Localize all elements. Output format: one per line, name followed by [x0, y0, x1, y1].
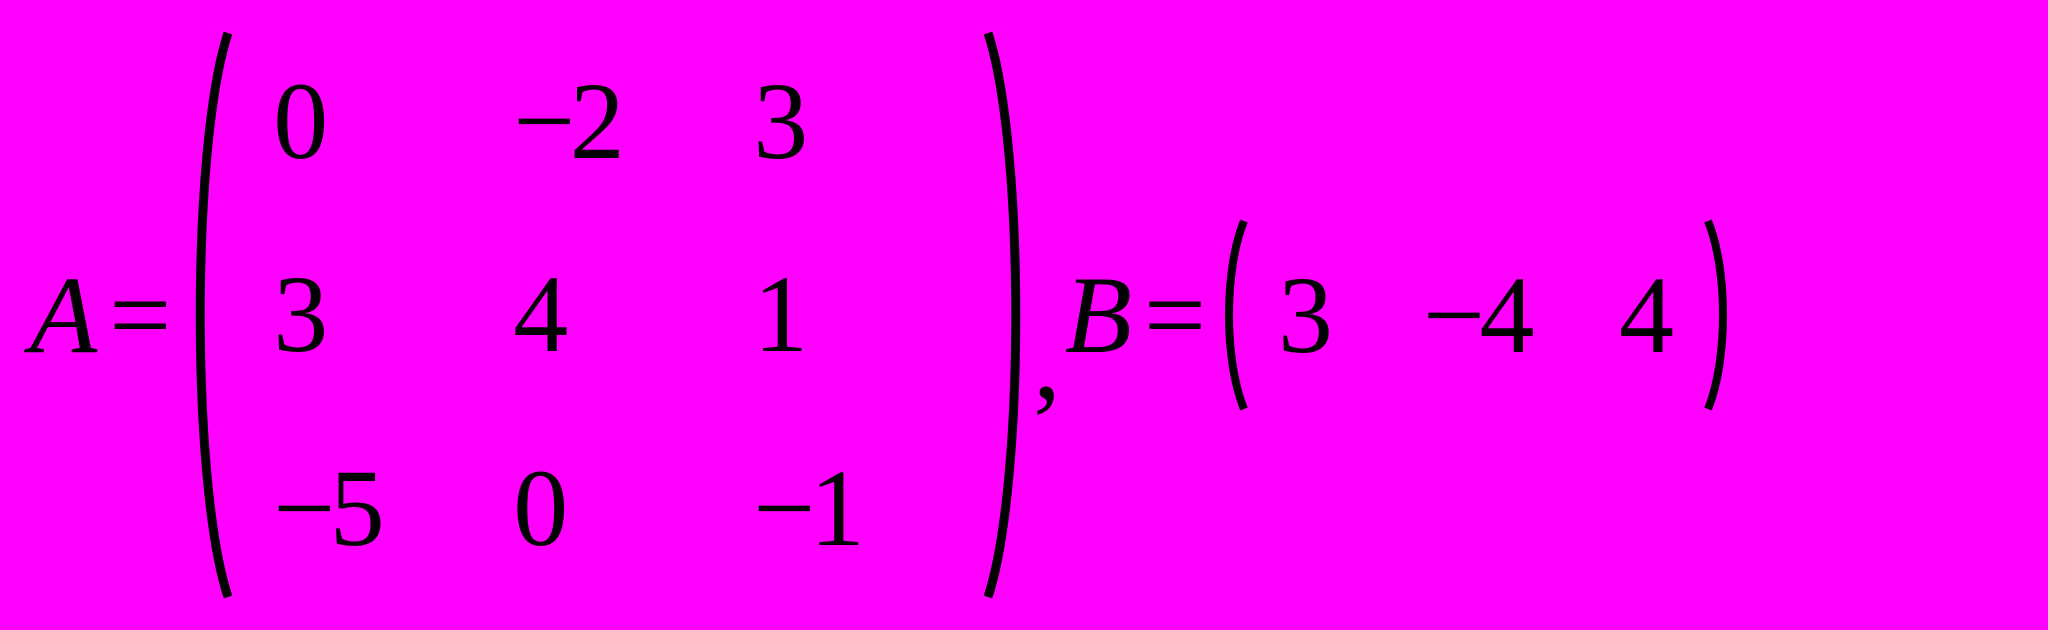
matrix-a-cell: 3	[753, 58, 953, 185]
matrix-b-cell: 3	[1278, 252, 1333, 379]
matrix-a-cell: 3	[273, 251, 513, 378]
matrix-b-cell: 4	[1619, 252, 1674, 379]
matrix-a-cell: −2	[513, 58, 753, 185]
matrix-a: 0 −2 3 3 4 1 −5 0 −1	[183, 25, 1033, 605]
matrix-b-grid: 3 −4 4	[1248, 215, 1704, 415]
left-paren-a	[183, 25, 233, 605]
right-paren-b	[1704, 215, 1734, 415]
matrix-a-cell: −5	[273, 445, 513, 572]
variable-b: B	[1065, 252, 1132, 379]
matrix-b-cell: −4	[1423, 252, 1529, 379]
matrix-equation: A = 0 −2 3 3 4 1 −5 0 −1 , B =	[0, 25, 1734, 605]
variable-a: A	[30, 252, 97, 379]
matrix-b: 3 −4 4	[1218, 215, 1734, 415]
equals-sign-a: =	[109, 252, 171, 379]
matrix-a-cell: 1	[753, 251, 953, 378]
matrix-a-grid: 0 −2 3 3 4 1 −5 0 −1	[233, 25, 983, 605]
separator-comma: ,	[1033, 298, 1061, 605]
equals-sign-b: =	[1144, 252, 1206, 379]
matrix-a-cell: 0	[273, 58, 513, 185]
right-paren-a	[983, 25, 1033, 605]
left-paren-b	[1218, 215, 1248, 415]
matrix-a-cell: 4	[513, 251, 753, 378]
matrix-a-cell: 0	[513, 445, 753, 572]
matrix-a-cell: −1	[753, 445, 953, 572]
